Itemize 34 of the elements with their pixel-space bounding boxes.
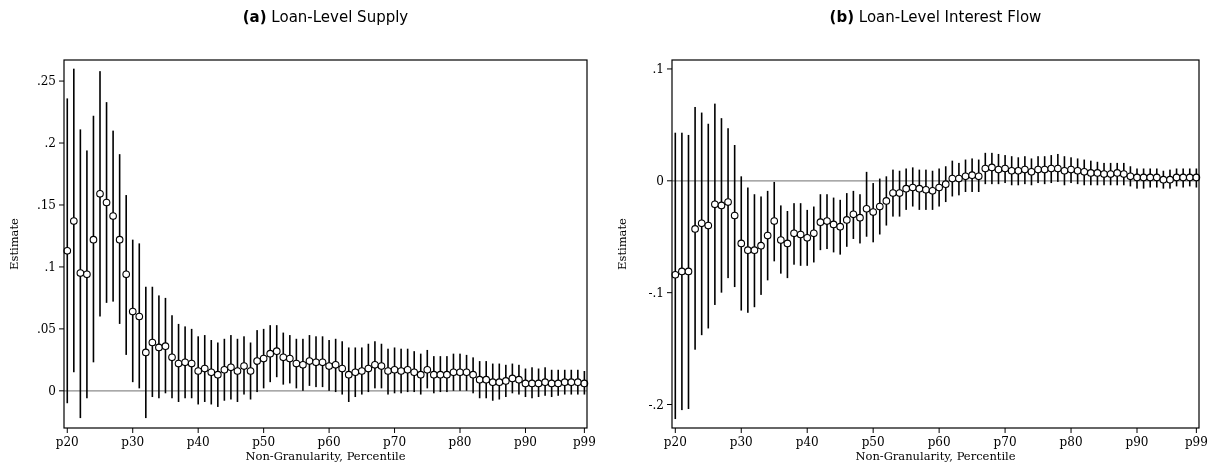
x-tick-label: p40	[186, 435, 210, 449]
x-tick-label: p50	[252, 435, 276, 449]
x-tick-label: p99	[572, 435, 596, 449]
chart-title: (b) Loan-Level Interest Flow	[829, 8, 1042, 26]
x-tick-label: p30	[121, 435, 145, 449]
x-axis-title: Non-Granularity, Percentile	[855, 449, 1016, 463]
x-tick-label: p80	[1059, 435, 1083, 449]
x-tick-label: p60	[927, 435, 951, 449]
chart-title: (a) Loan-Level Supply	[242, 8, 409, 26]
x-tick-label: p99	[1184, 435, 1208, 449]
x-axis-title: Non-Granularity, Percentile	[245, 449, 406, 463]
x-tick-label: p20	[663, 435, 687, 449]
y-tick-label: -.1	[648, 285, 664, 300]
y-tick-label: 0	[48, 384, 56, 399]
x-tick-label: p50	[861, 435, 885, 449]
x-tick-label: p80	[448, 435, 472, 449]
y-axis-title: Estimate	[7, 217, 21, 270]
y-tick-label: .2	[44, 136, 56, 151]
y-tick-label: .1	[44, 260, 56, 275]
y-tick-label: .05	[36, 322, 56, 337]
x-tick-label: p90	[1125, 435, 1149, 449]
y-tick-label: .25	[36, 74, 56, 89]
x-tick-label: p70	[383, 435, 407, 449]
x-tick-label: p60	[317, 435, 341, 449]
x-tick-label: p40	[795, 435, 819, 449]
x-tick-label: p20	[55, 435, 79, 449]
y-axis-title: Estimate	[615, 217, 629, 270]
x-tick-label: p90	[513, 435, 537, 449]
y-tick-label: 0	[656, 174, 664, 188]
x-tick-label: p30	[729, 435, 753, 449]
x-tick-label: p70	[993, 435, 1017, 449]
y-tick-label: .1	[652, 62, 664, 77]
y-tick-label: -.2	[648, 397, 664, 412]
y-tick-label: .15	[36, 198, 56, 213]
